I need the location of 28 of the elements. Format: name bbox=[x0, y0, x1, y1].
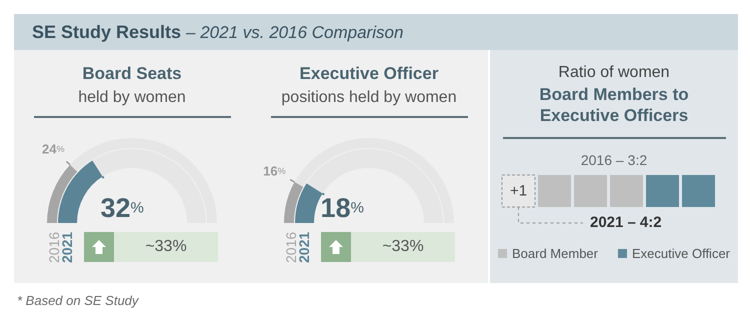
category-label: 2016 – bbox=[580, 151, 624, 170]
chart-title: Board Seats bbox=[81, 63, 183, 84]
slice-label: 2016 bbox=[283, 230, 299, 265]
chart-title: Executive Officer bbox=[298, 63, 440, 84]
chart-subtitle: positions held by women bbox=[280, 88, 458, 108]
legend-label: Board Member bbox=[512, 246, 599, 261]
text: * Based on SE Study bbox=[17, 293, 138, 309]
chart-subtitle: held by women bbox=[77, 88, 187, 108]
data-label: 2 bbox=[653, 213, 662, 233]
slice-label: 2016 bbox=[46, 230, 62, 265]
text: SE Study Results bbox=[32, 22, 182, 42]
data-label: 24% bbox=[42, 142, 65, 157]
data-label: 18% bbox=[320, 193, 364, 223]
data-label: 3: bbox=[628, 151, 640, 170]
slice-label: 2021 bbox=[59, 230, 75, 265]
data-label: 16% bbox=[263, 163, 286, 178]
text: Ratio of women bbox=[557, 63, 671, 83]
text: ~33% bbox=[381, 237, 425, 257]
legend-label: Executive Officer bbox=[632, 246, 731, 261]
data-label: 4: bbox=[640, 213, 654, 233]
category-label: 2021 – bbox=[590, 213, 636, 233]
data-label: 32% bbox=[100, 193, 144, 223]
text: ~33% bbox=[144, 237, 188, 257]
data-label: 2 bbox=[639, 151, 648, 170]
text: +1 bbox=[510, 182, 528, 200]
text: – 2021 vs. 2016 Comparison bbox=[186, 23, 404, 42]
slice-label: 2021 bbox=[296, 230, 312, 265]
text: Board Members to Executive Officers bbox=[538, 84, 690, 126]
